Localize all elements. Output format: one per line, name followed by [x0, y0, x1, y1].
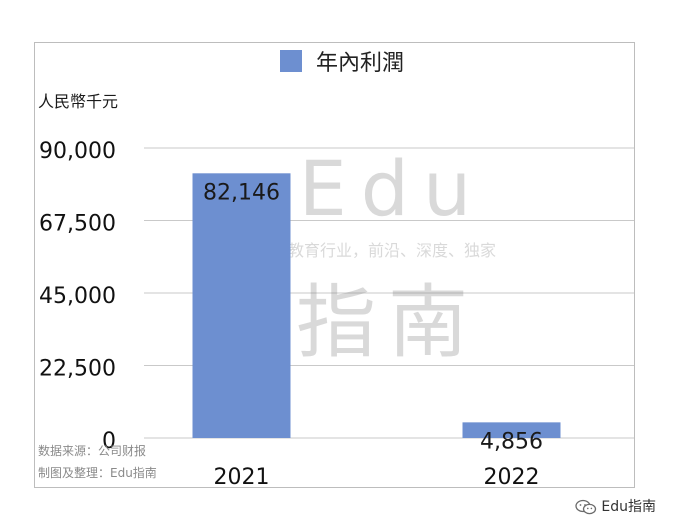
bars	[192, 173, 561, 439]
y-tick-label: 67,500	[39, 212, 116, 237]
x-tick-label: 2021	[214, 465, 270, 490]
y-tick-label: 45,000	[39, 284, 116, 309]
chart-frame	[34, 42, 635, 488]
watermark-name: 指南	[296, 276, 480, 369]
source-note-line2: 制图及整理：Edu指南	[38, 465, 157, 480]
y-tick-labels: 0 22,500 45,000 67,500 90,000	[39, 139, 116, 454]
x-tick-label: 2022	[484, 465, 540, 490]
y-tick-label: 0	[102, 429, 116, 454]
data-label: 82,146	[203, 180, 280, 205]
y-tick-label: 90,000	[39, 139, 116, 164]
bar	[462, 422, 561, 438]
legend: 年內利潤	[280, 50, 404, 76]
x-tick-labels: 2021 2022	[214, 465, 540, 490]
y-axis-title: 人民幣千元	[38, 92, 118, 111]
source-note-line1: 数据来源：公司财报	[38, 443, 146, 458]
footer-brand-label: Edu指南	[601, 499, 656, 515]
wechat-icon	[575, 499, 597, 515]
footer-brand: Edu指南	[575, 496, 656, 516]
watermark-brand: Edu	[299, 144, 485, 233]
watermark: Edu 教育行业，前沿、深度、独家 指南	[288, 144, 496, 369]
y-tick-label: 22,500	[39, 357, 116, 382]
bar	[192, 173, 291, 439]
data-labels: 82,146 4,856	[203, 180, 543, 454]
watermark-slogan: 教育行业，前沿、深度、独家	[288, 241, 496, 260]
legend-swatch	[280, 50, 302, 72]
legend-label: 年內利潤	[316, 51, 404, 76]
data-label: 4,856	[480, 429, 543, 454]
